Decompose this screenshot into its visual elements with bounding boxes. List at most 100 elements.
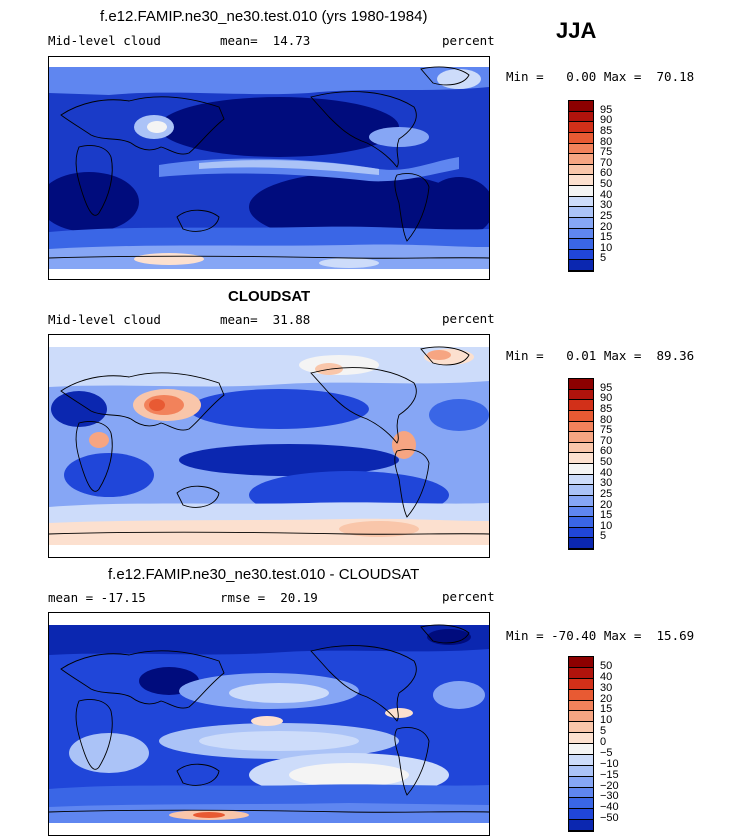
colorbar-segment: [569, 527, 593, 539]
colorbar-segment: [569, 132, 593, 144]
colorbar-tick-label: 85: [600, 124, 613, 137]
colorbar-segment: [569, 711, 593, 723]
colorbar-tick-label: 90: [600, 114, 613, 127]
colorbar-segment: [569, 733, 593, 744]
colorbar-segment: [569, 798, 593, 810]
colorbar-segment: [569, 776, 593, 788]
panel2-mean-label: mean= 31.88: [220, 312, 311, 327]
colorbar-segment: [569, 744, 593, 755]
colorbar-segment: [569, 464, 593, 475]
panel1-units-label: percent: [442, 33, 495, 48]
colorbar-tick-label: 0: [600, 736, 607, 748]
colorbar-tick-label: 25: [600, 487, 613, 500]
panel2-map-svg: [49, 335, 489, 557]
colorbar-tick-label: 95: [600, 381, 613, 394]
colorbar-tick-label: 10: [600, 714, 613, 727]
colorbar-tick-label: 30: [600, 199, 613, 212]
panel2-units-label: percent: [442, 311, 495, 326]
colorbar-segment: [569, 154, 593, 165]
panel2-colorbar: [568, 378, 594, 550]
colorbar-segment: [569, 164, 593, 176]
colorbar-tick-label: 75: [600, 146, 613, 159]
colorbar-tick-label: 5: [600, 252, 607, 265]
colorbar-segment: [569, 239, 593, 250]
colorbar-tick-label: 30: [600, 477, 613, 490]
colorbar-tick-label: 5: [600, 725, 607, 738]
colorbar-segment: [569, 389, 593, 401]
panel2-map: [48, 334, 490, 558]
colorbar-tick-label: −30: [600, 790, 619, 803]
panel1-title: f.e12.FAMIP.ne30_ne30.test.010 (yrs 1980…: [100, 8, 428, 25]
colorbar-tick-label: 70: [600, 434, 613, 447]
panel2-variable-label: Mid-level cloud: [48, 312, 161, 327]
colorbar-segment: [569, 506, 593, 518]
colorbar-tick-label: 15: [600, 231, 613, 244]
panel1-mean-label: mean= 14.73: [220, 33, 311, 48]
colorbar-segment: [569, 809, 593, 821]
panel3-colorbar: [568, 656, 594, 832]
colorbar-segment: [569, 820, 593, 831]
colorbar-tick-label: 20: [600, 220, 613, 233]
panel1-colorbar: [568, 100, 594, 272]
colorbar-tick-label: 95: [600, 103, 613, 116]
colorbar-segment: [569, 400, 593, 411]
panel3-rmse-label: rmse = 20.19: [220, 590, 318, 605]
colorbar-tick-label: −5: [600, 746, 613, 759]
panel1-map-svg: [49, 57, 489, 279]
colorbar-segment: [569, 432, 593, 443]
colorbar-tick-label: 5: [600, 530, 607, 543]
panel3-title: f.e12.FAMIP.ne30_ne30.test.010 - CLOUDSA…: [108, 566, 420, 583]
colorbar-segment: [569, 175, 593, 186]
panel3-minmax: Min = -70.40 Max = 15.69: [506, 628, 695, 643]
colorbar-segment: [569, 379, 593, 390]
panel1-variable-label: Mid-level cloud: [48, 33, 161, 48]
colorbar-segment: [569, 678, 593, 690]
colorbar-segment: [569, 111, 593, 123]
colorbar-segment: [569, 754, 593, 766]
colorbar-tick-label: 10: [600, 241, 613, 254]
colorbar-segment: [569, 421, 593, 433]
panel3-map: [48, 612, 490, 836]
colorbar-segment: [569, 517, 593, 528]
colorbar-segment: [569, 474, 593, 486]
panel3-units-label: percent: [442, 589, 495, 604]
colorbar-tick-label: 50: [600, 659, 613, 672]
panel2-title: CLOUDSAT: [228, 288, 311, 305]
colorbar-tick-label: 60: [600, 445, 613, 458]
colorbar-segment: [569, 217, 593, 229]
colorbar-segment: [569, 196, 593, 208]
colorbar-tick-label: −40: [600, 801, 619, 814]
colorbar-segment: [569, 442, 593, 454]
colorbar-tick-label: 10: [600, 519, 613, 532]
panel1-minmax: Min = 0.00 Max = 70.18: [506, 69, 695, 84]
colorbar-tick-label: 40: [600, 466, 613, 479]
colorbar-tick-label: 15: [600, 703, 613, 716]
colorbar-segment: [569, 657, 593, 668]
colorbar-tick-label: 25: [600, 209, 613, 222]
colorbar-tick-label: −10: [600, 757, 619, 770]
colorbar-tick-label: 90: [600, 392, 613, 405]
colorbar-tick-label: 15: [600, 509, 613, 522]
colorbar-tick-label: 20: [600, 692, 613, 705]
colorbar-segment: [569, 722, 593, 734]
panel1-map: [48, 56, 490, 280]
colorbar-tick-label: 80: [600, 135, 613, 148]
panel3-map-svg: [49, 613, 489, 835]
colorbar-segment: [569, 689, 593, 701]
colorbar-tick-label: 40: [600, 188, 613, 201]
colorbar-tick-label: 50: [600, 178, 613, 190]
colorbar-segment: [569, 228, 593, 240]
colorbar-tick-label: 85: [600, 402, 613, 415]
colorbar-segment: [569, 700, 593, 712]
colorbar-segment: [569, 453, 593, 464]
colorbar-segment: [569, 495, 593, 507]
colorbar-tick-label: 30: [600, 681, 613, 694]
colorbar-segment: [569, 101, 593, 112]
colorbar-tick-label: −50: [600, 812, 619, 825]
colorbar-segment: [569, 410, 593, 422]
colorbar-segment: [569, 538, 593, 549]
colorbar-tick-label: −15: [600, 768, 619, 781]
colorbar-segment: [569, 207, 593, 218]
colorbar-segment: [569, 122, 593, 133]
colorbar-segment: [569, 186, 593, 197]
